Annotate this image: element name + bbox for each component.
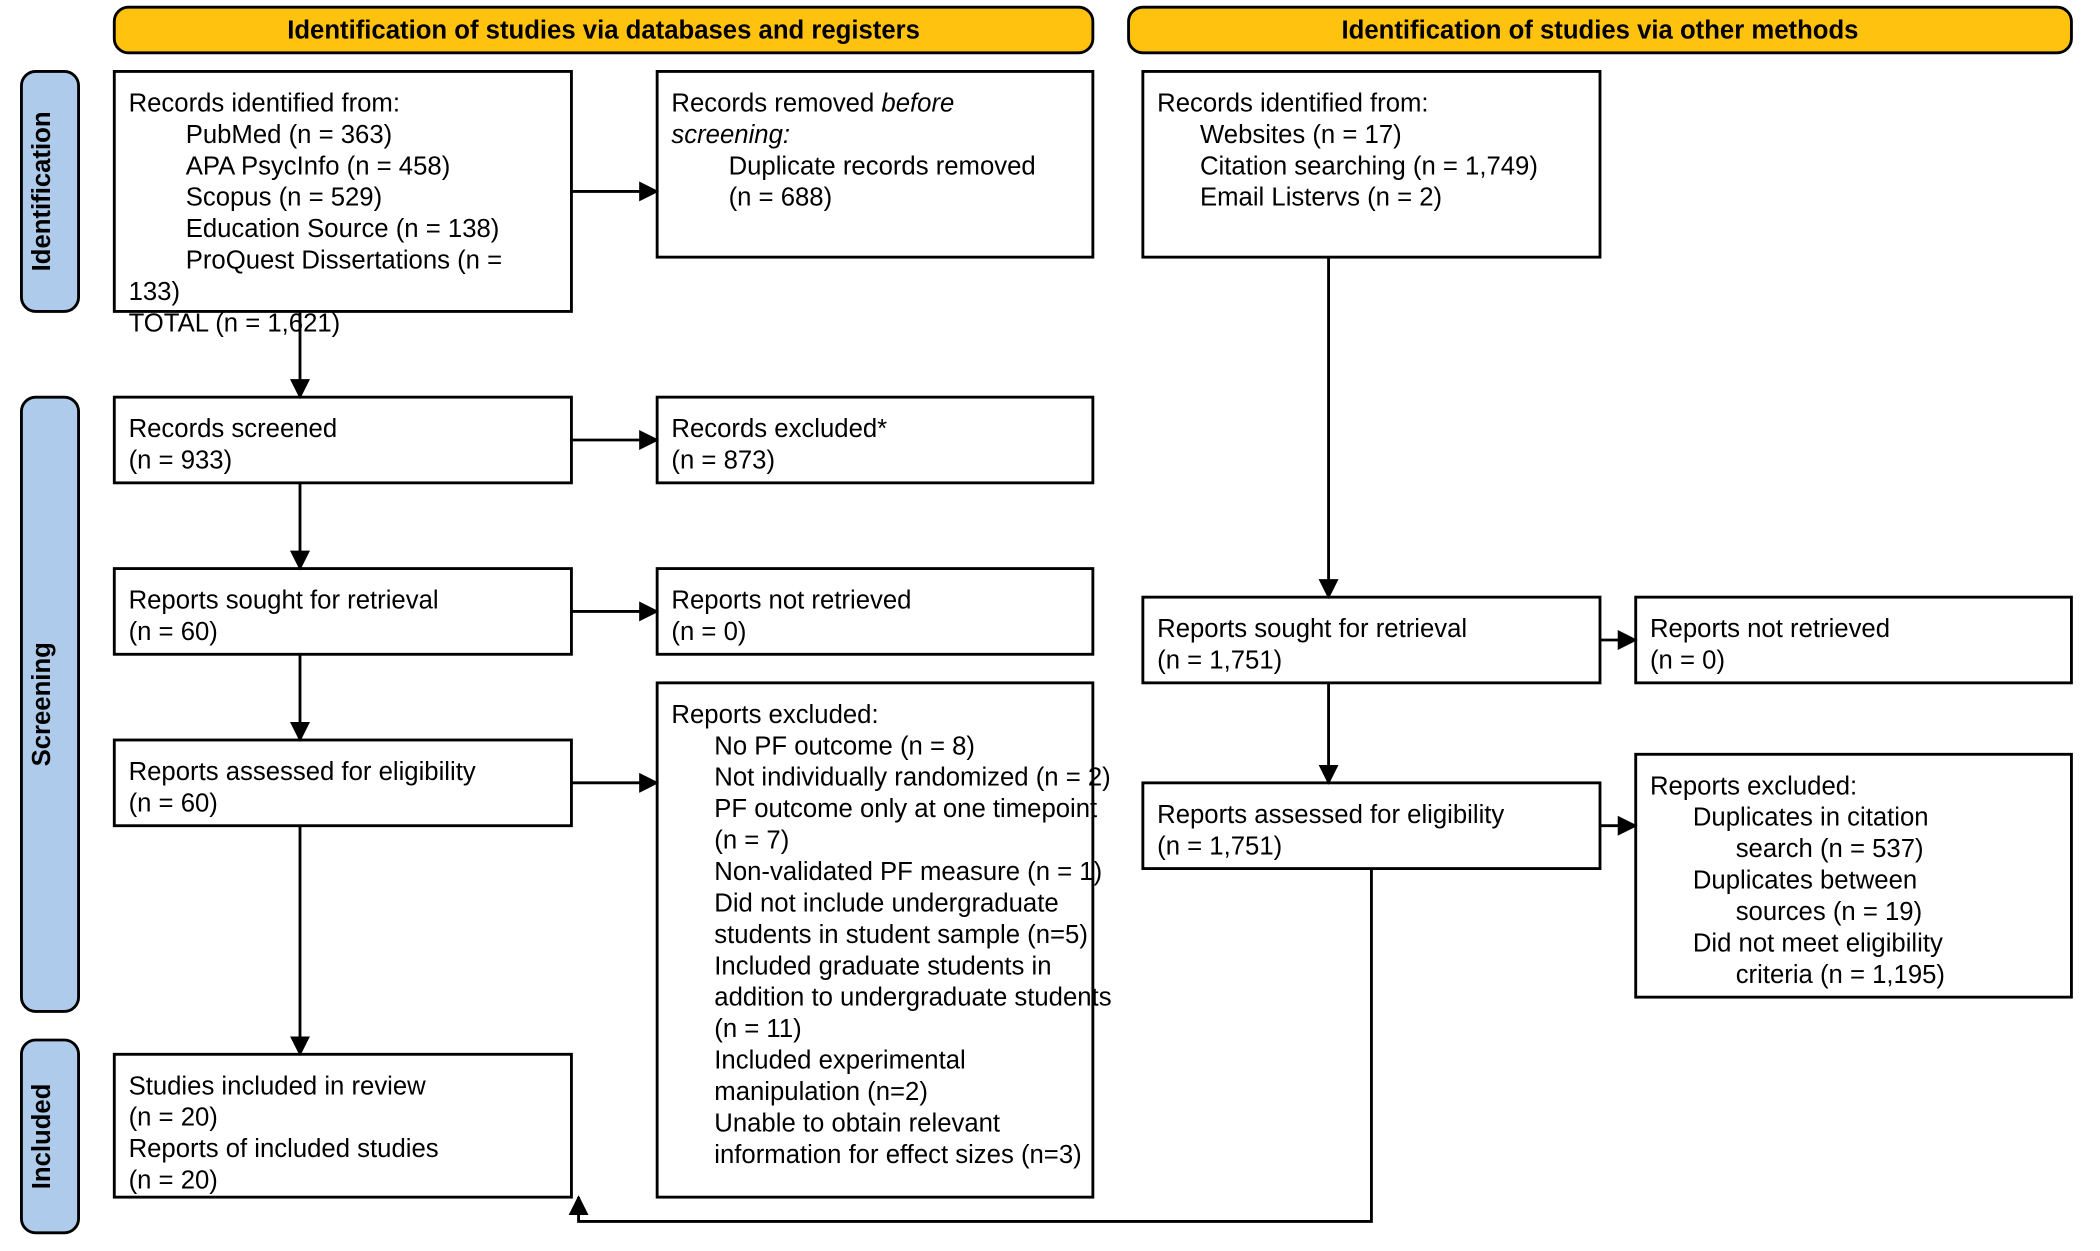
header-db-label: Identification of studies via databases … (287, 17, 920, 45)
header-oth-label: Identification of studies via other meth… (1342, 17, 1859, 45)
flowchart-svg: Identification of studies via databases … (0, 0, 2100, 1250)
phase-identification-label: Identification (28, 111, 56, 271)
phase-screening-label: Screening (28, 642, 56, 766)
phase-included-label: Included (28, 1084, 56, 1190)
node-oth_excluded-text: Reports excluded:Duplicates in citations… (1650, 772, 1945, 989)
flowchart-container: Identification of studies via databases … (0, 0, 2100, 1250)
